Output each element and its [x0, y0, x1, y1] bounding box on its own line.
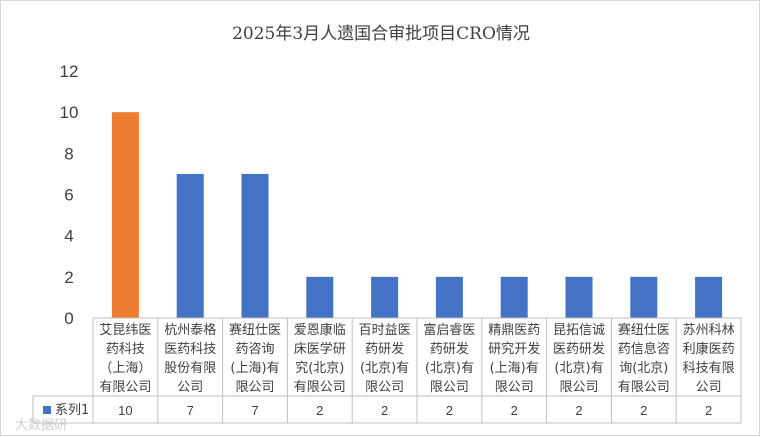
bars: [111, 112, 723, 319]
y-axis: 0 2 4 6 8 10 12: [60, 62, 79, 328]
category-label: 爱恩康临床医学研究(北京)有限公司: [294, 322, 346, 395]
data-value: 2: [575, 403, 582, 418]
bar: [241, 173, 269, 318]
category-label: 昆拓信诚医药研发(北京)有限公司: [553, 323, 605, 395]
legend-label: 系列1: [55, 403, 89, 418]
y-tick-label: 6: [64, 186, 73, 205]
data-value: 10: [118, 403, 132, 418]
y-tick-label: 0: [64, 309, 73, 328]
data-value: 2: [640, 403, 647, 418]
data-table: 艾昆纬医药科技（上海）有限公司杭州泰格医药科技股份有限公司赛纽仕医药咨询(上海)…: [32, 317, 742, 424]
chart-title: 2025年3月人遗国合审批项目CRO情况: [232, 24, 530, 44]
watermark-text: 大数据研: [15, 418, 67, 433]
y-tick-label: 10: [60, 103, 79, 122]
category-label: 苏州科林利康医药科技有限公司: [683, 322, 735, 395]
data-value: 2: [316, 403, 323, 418]
category-label: 赛纽仕医药信息咨询(北京)有限公司: [618, 322, 670, 395]
bar: [111, 112, 139, 319]
y-tick-label: 4: [64, 227, 73, 246]
bar: [500, 276, 528, 318]
bar: [371, 276, 399, 318]
y-tick-label: 12: [60, 62, 79, 81]
bar: [306, 276, 334, 318]
bar: [176, 173, 204, 318]
data-value: 2: [511, 403, 518, 418]
category-label: 杭州泰格医药科技股份有限公司: [164, 322, 216, 395]
bar: [435, 276, 463, 318]
bar: [565, 276, 593, 318]
y-tick-label: 8: [64, 144, 73, 163]
data-value: 2: [446, 403, 453, 418]
category-label: 艾昆纬医药科技（上海）有限公司: [99, 323, 151, 395]
bar: [630, 276, 658, 318]
category-label: 百时益医药研发(北京)有限公司: [359, 323, 411, 395]
legend-key: [43, 406, 51, 414]
data-value: 7: [187, 403, 194, 418]
data-value: 2: [705, 403, 712, 418]
data-value: 2: [381, 403, 388, 418]
category-label: 富启睿医药研发(北京)有限公司: [423, 322, 475, 395]
category-label: 赛纽仕医药咨询(上海)有限公司: [229, 322, 281, 395]
y-tick-label: 2: [64, 268, 73, 287]
bar: [695, 276, 723, 318]
watermark: 大数据研: [15, 418, 67, 433]
data-value: 7: [251, 403, 258, 418]
category-label: 精鼎医药研究开发(上海)有限公司: [488, 323, 540, 395]
